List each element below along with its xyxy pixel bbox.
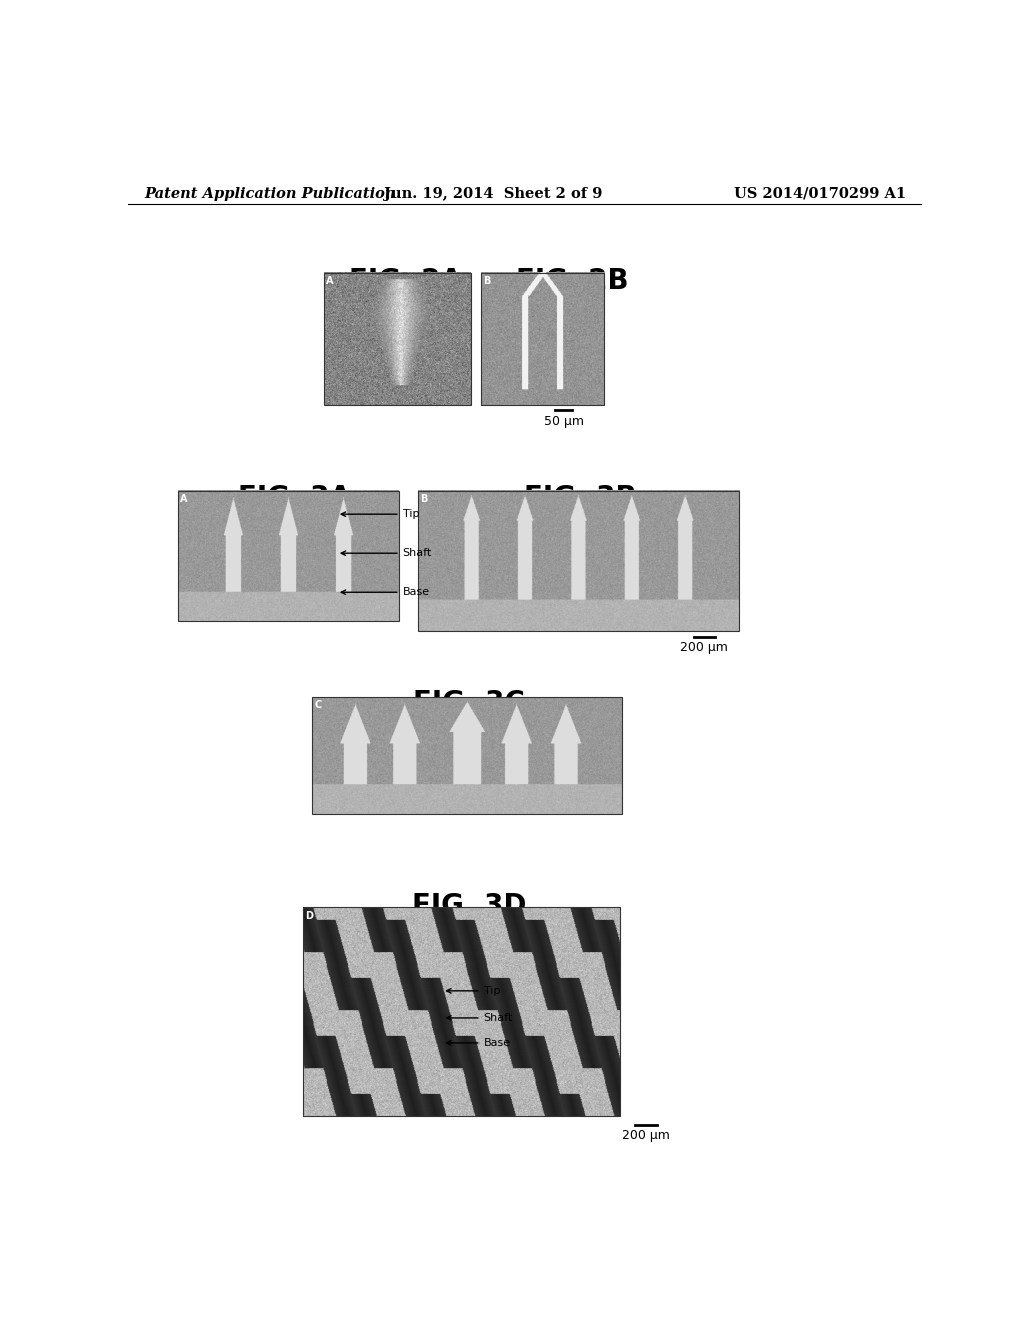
Text: FIG. 3C: FIG. 3C xyxy=(414,689,525,717)
Text: Base: Base xyxy=(341,587,430,597)
Text: A: A xyxy=(327,276,334,286)
Bar xyxy=(418,491,739,631)
Text: Base: Base xyxy=(446,1038,511,1048)
Bar xyxy=(324,273,471,405)
Text: FIG. 3D: FIG. 3D xyxy=(412,892,526,920)
Bar xyxy=(481,273,604,405)
Text: FIG. 3A: FIG. 3A xyxy=(239,483,351,512)
Text: B: B xyxy=(483,276,490,286)
Text: Patent Application Publication: Patent Application Publication xyxy=(143,187,395,201)
Text: B: B xyxy=(420,494,427,504)
Text: D: D xyxy=(305,911,313,920)
Bar xyxy=(312,697,622,814)
Text: FIG. 3B: FIG. 3B xyxy=(524,483,637,512)
Text: Shaft: Shaft xyxy=(446,1012,513,1023)
Text: 200 μm: 200 μm xyxy=(623,1129,670,1142)
Text: Shaft: Shaft xyxy=(341,548,432,558)
Text: A: A xyxy=(180,494,187,504)
Text: FIG. 2A: FIG. 2A xyxy=(349,267,462,296)
Bar xyxy=(303,907,621,1115)
Text: 50 μm: 50 μm xyxy=(544,414,584,428)
Text: Tip: Tip xyxy=(341,510,419,519)
Text: Jun. 19, 2014  Sheet 2 of 9: Jun. 19, 2014 Sheet 2 of 9 xyxy=(384,187,602,201)
Text: US 2014/0170299 A1: US 2014/0170299 A1 xyxy=(733,187,905,201)
Text: FIG. 2B: FIG. 2B xyxy=(516,267,629,296)
Text: C: C xyxy=(314,700,322,710)
Bar xyxy=(178,491,398,620)
Text: 200 μm: 200 μm xyxy=(680,642,728,655)
Text: Tip: Tip xyxy=(446,986,500,995)
